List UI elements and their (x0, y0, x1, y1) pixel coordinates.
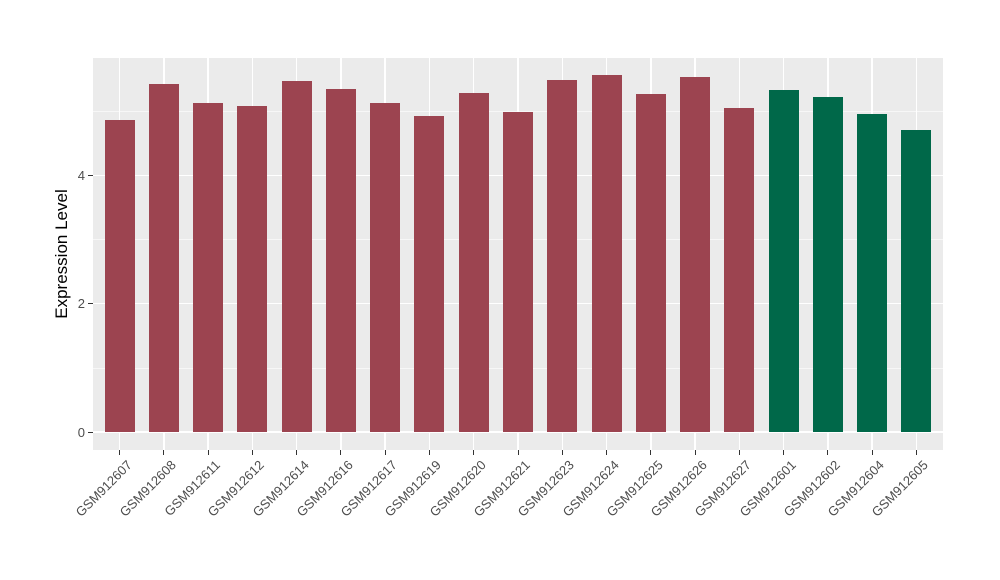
bar-GSM912605 (901, 130, 932, 432)
x-tick-mark-GSM912626 (694, 450, 696, 455)
bar-GSM912602 (812, 96, 843, 432)
x-tick-mark-GSM912623 (561, 450, 563, 455)
y-tick-label-4: 4 (77, 168, 85, 184)
y-tick-mark-0 (88, 431, 93, 433)
x-tick-mark-GSM912602 (827, 450, 829, 455)
bar-GSM912611 (193, 103, 224, 432)
bar-GSM912601 (768, 89, 799, 432)
x-tick-mark-GSM912617 (384, 450, 386, 455)
bar-GSM912621 (503, 111, 533, 432)
bar-GSM912604 (857, 114, 888, 432)
y-tick-mark-4 (88, 175, 93, 177)
bar-GSM912617 (370, 103, 401, 432)
y-tick-mark-2 (88, 303, 93, 305)
bar-GSM912607 (104, 119, 135, 432)
bar-GSM912625 (635, 93, 666, 432)
x-tick-mark-GSM912619 (428, 450, 430, 455)
x-tick-mark-GSM912607 (119, 450, 121, 455)
y-tick-label-2: 2 (77, 296, 85, 312)
bar-GSM912627 (724, 108, 755, 432)
bar-GSM912624 (591, 74, 622, 432)
x-tick-mark-GSM912625 (650, 450, 652, 455)
bar-GSM912612 (237, 106, 268, 432)
x-tick-mark-GSM912624 (606, 450, 608, 455)
x-tick-mark-GSM912620 (473, 450, 475, 455)
x-tick-mark-GSM912621 (517, 450, 519, 455)
x-tick-mark-GSM912604 (871, 450, 873, 455)
bar-GSM912626 (680, 76, 711, 432)
x-tick-mark-GSM912612 (251, 450, 253, 455)
x-tick-mark-GSM912611 (207, 450, 209, 455)
x-tick-mark-GSM912605 (915, 450, 917, 455)
bar-GSM912620 (458, 92, 489, 432)
x-tick-mark-GSM912627 (738, 450, 740, 455)
plot-panel (93, 58, 943, 450)
x-tick-mark-GSM912616 (340, 450, 342, 455)
bar-GSM912616 (325, 89, 356, 432)
x-tick-mark-GSM912614 (296, 450, 298, 455)
bar-GSM912623 (547, 80, 578, 432)
bar-GSM912614 (281, 80, 312, 432)
x-tick-mark-GSM912601 (783, 450, 785, 455)
bar-GSM912608 (148, 83, 179, 432)
bar-GSM912619 (414, 115, 445, 432)
x-tick-mark-GSM912608 (163, 450, 165, 455)
y-tick-label-0: 0 (77, 424, 85, 440)
